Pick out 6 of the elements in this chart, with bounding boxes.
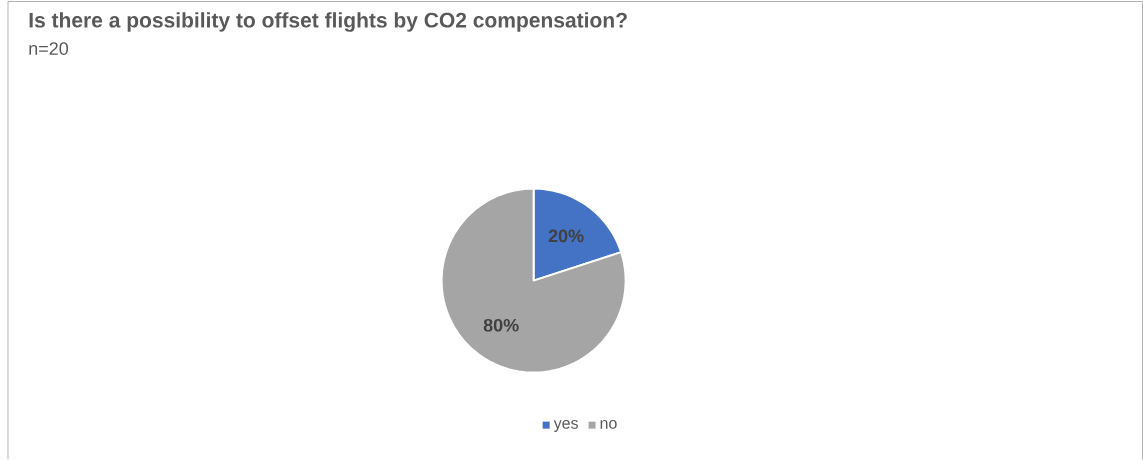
data-label: 20% xyxy=(548,229,584,243)
legend-label: yes xyxy=(553,420,578,432)
text: n=20 xyxy=(29,42,69,55)
chart-title: Is there a possibility to offset flights by CO2 compensation? xyxy=(29,12,627,32)
legend-label: no xyxy=(600,420,617,429)
data-label: 80% xyxy=(483,318,519,332)
